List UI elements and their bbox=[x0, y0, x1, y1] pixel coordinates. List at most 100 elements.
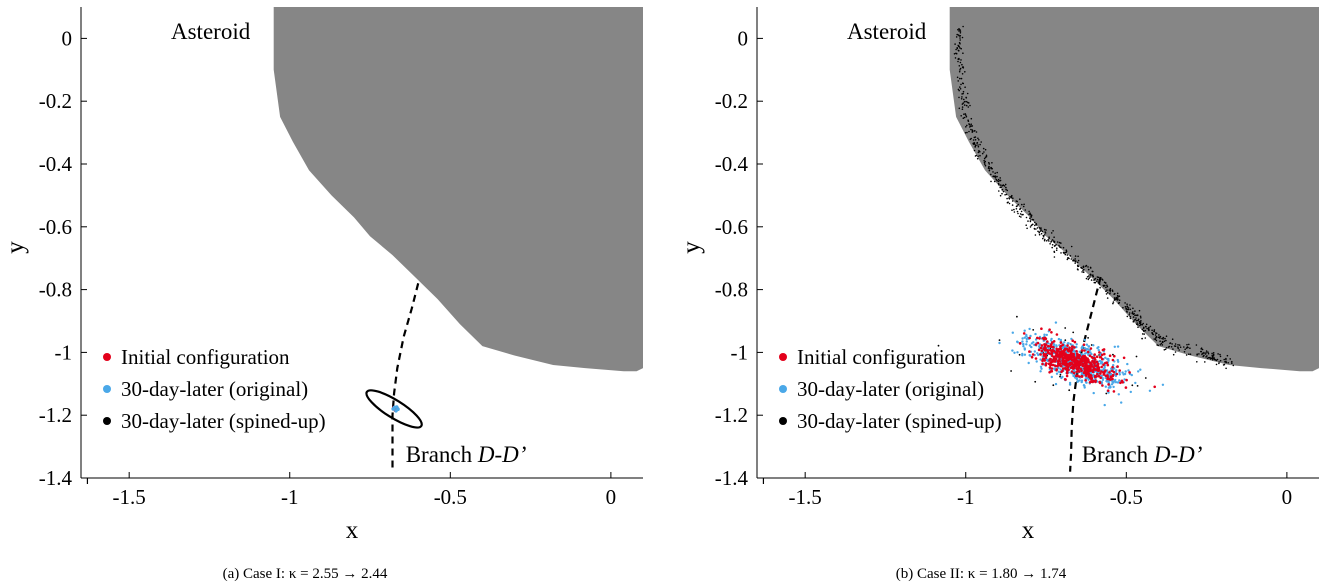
initial-point bbox=[1112, 390, 1116, 393]
original-point bbox=[1137, 370, 1140, 373]
initial-point bbox=[1090, 377, 1093, 380]
spined-up-debris-point bbox=[1006, 197, 1008, 200]
original-point bbox=[1054, 382, 1058, 386]
initial-point bbox=[1102, 371, 1106, 375]
original-point bbox=[1013, 351, 1016, 354]
panel-a: -1.5 -1 -0.5 0 0 -0.2 -0.4 -0.6 -0.8 -1 -1.2 -1.4 x y… bbox=[2, 7, 643, 582]
original-point bbox=[1081, 345, 1084, 349]
initial-point bbox=[1071, 339, 1074, 343]
spined-up-debris-point bbox=[1081, 271, 1083, 273]
initial-point bbox=[1099, 376, 1102, 380]
spined-up-debris-point bbox=[1013, 211, 1016, 213]
spined-up-debris-point bbox=[1076, 261, 1079, 264]
spined-up-debris-point bbox=[966, 92, 969, 95]
spined-up-debris-point bbox=[1062, 251, 1065, 254]
initial-point bbox=[1080, 374, 1084, 378]
original-point bbox=[1121, 371, 1124, 374]
original-point bbox=[1028, 327, 1031, 331]
spined-up-debris-point bbox=[977, 155, 979, 157]
spined-up-point bbox=[1131, 384, 1134, 387]
spined-up-debris-point bbox=[1019, 207, 1022, 210]
initial-point bbox=[1113, 354, 1116, 358]
spined-up-debris-point bbox=[1174, 343, 1177, 345]
original-point bbox=[1139, 368, 1142, 371]
spined-up-debris-point bbox=[963, 104, 966, 106]
spined-up-debris-point bbox=[954, 57, 957, 59]
spined-up-point bbox=[1112, 353, 1114, 356]
spined-up-debris-point bbox=[997, 182, 1000, 185]
spined-up-point bbox=[1016, 315, 1018, 318]
spined-up-debris-point bbox=[971, 125, 974, 127]
initial-point bbox=[1083, 349, 1086, 352]
spined-up-debris-point bbox=[998, 190, 1000, 192]
spined-up-debris-point bbox=[966, 131, 968, 134]
spined-up-debris-point bbox=[971, 129, 974, 131]
spined-up-debris-point bbox=[1132, 321, 1135, 323]
spined-up-debris-point bbox=[1026, 227, 1028, 230]
initial-point bbox=[1046, 344, 1050, 348]
spined-up-debris-point bbox=[1035, 223, 1037, 226]
original-point bbox=[1022, 343, 1025, 346]
initial-point bbox=[1115, 372, 1119, 376]
original-point bbox=[1039, 370, 1042, 373]
spined-up-debris-point bbox=[1004, 183, 1007, 186]
spined-up-debris-point bbox=[1064, 253, 1067, 256]
initial-point bbox=[1116, 365, 1119, 368]
spined-up-debris-point bbox=[1002, 190, 1005, 193]
initial-point bbox=[1041, 362, 1044, 366]
spined-up-debris-point bbox=[1112, 302, 1114, 305]
spined-up-debris-point bbox=[1022, 213, 1024, 216]
spined-up-debris-point bbox=[959, 61, 962, 64]
spined-up-debris-point bbox=[959, 39, 961, 41]
spined-up-debris-point bbox=[1124, 306, 1127, 308]
spined-up-debris-point bbox=[1132, 316, 1135, 318]
spined-up-debris-point bbox=[1143, 333, 1145, 335]
spined-up-debris-point bbox=[1137, 324, 1139, 326]
spined-up-debris-point bbox=[1043, 239, 1046, 242]
spined-up-debris-point bbox=[976, 141, 979, 144]
initial-point bbox=[1067, 368, 1070, 372]
spined-up-debris-point bbox=[958, 89, 960, 92]
spined-up-debris-point bbox=[1151, 333, 1154, 335]
spined-up-debris-point bbox=[1226, 354, 1229, 357]
spined-up-debris-point bbox=[1106, 285, 1109, 288]
spined-up-debris-point bbox=[999, 179, 1001, 182]
initial-point bbox=[1083, 354, 1086, 358]
spined-up-debris-point bbox=[1056, 247, 1058, 249]
spined-up-debris-point bbox=[1218, 362, 1220, 365]
spined-up-debris-point bbox=[1011, 204, 1014, 206]
y-tick-label: -0.4 bbox=[715, 152, 749, 176]
spined-up-debris-point bbox=[957, 28, 959, 31]
spined-up-debris-point bbox=[1196, 353, 1198, 356]
spined-up-debris-point bbox=[1225, 361, 1227, 364]
spined-up-debris-point bbox=[1137, 326, 1139, 329]
spined-up-debris-point bbox=[1135, 317, 1137, 319]
spined-up-debris-point bbox=[1183, 351, 1186, 353]
spined-up-debris-point bbox=[1086, 276, 1089, 278]
initial-point bbox=[1040, 349, 1044, 353]
original-point bbox=[1025, 340, 1029, 343]
spined-up-debris-point bbox=[1211, 352, 1213, 355]
spined-up-debris-point bbox=[1048, 240, 1050, 242]
spined-up-debris-point bbox=[1162, 338, 1164, 340]
initial-point bbox=[1062, 367, 1065, 370]
original-point bbox=[1104, 356, 1107, 359]
original-point bbox=[1115, 369, 1118, 372]
initial-point bbox=[1044, 356, 1048, 360]
spined-up-debris-point bbox=[1092, 275, 1094, 278]
spined-up-debris-point bbox=[1155, 339, 1158, 342]
spined-up-point bbox=[1018, 353, 1021, 356]
original-point bbox=[1087, 345, 1090, 348]
original-point bbox=[1097, 346, 1100, 349]
original-point bbox=[1126, 362, 1129, 366]
spined-up-debris-point bbox=[956, 76, 959, 79]
spined-up-debris-point bbox=[1055, 244, 1057, 246]
spined-up-debris-point bbox=[976, 157, 979, 160]
initial-point bbox=[1106, 377, 1109, 381]
spined-up-debris-point bbox=[1124, 302, 1126, 304]
original-point bbox=[1097, 349, 1101, 352]
original-point bbox=[1050, 375, 1054, 379]
initial-point bbox=[1056, 351, 1059, 354]
spined-up-debris-point bbox=[1132, 311, 1134, 313]
spined-up-debris-point bbox=[1023, 203, 1025, 206]
